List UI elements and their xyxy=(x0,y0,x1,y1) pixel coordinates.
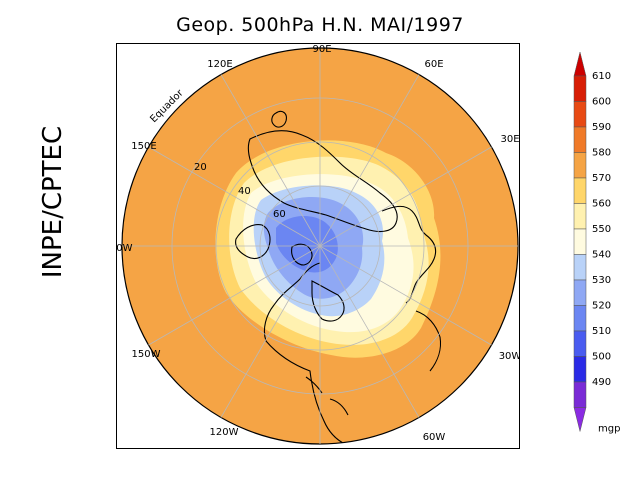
colorbar-tick-label: 530 xyxy=(592,275,611,286)
colorbar-tick-label: 520 xyxy=(592,301,611,312)
coast-asia xyxy=(247,130,398,233)
coast-caribbean xyxy=(305,376,349,416)
longitude-label: 90E xyxy=(312,44,331,55)
colorbar-segment xyxy=(573,126,587,153)
band-520 xyxy=(276,216,338,273)
colorbar-tick-label: 590 xyxy=(592,122,611,133)
latitude-label: 20 xyxy=(194,162,207,173)
meridian-line xyxy=(220,245,321,418)
latitude-label: 40 xyxy=(238,186,251,197)
colorbar-segment xyxy=(573,279,587,306)
longitude-label: 180W xyxy=(116,243,133,254)
colorbar-tick-label: 580 xyxy=(592,148,611,159)
colorbar-unit: mgp xyxy=(598,424,620,435)
longitude-label: 30W xyxy=(499,351,520,362)
colorbar-segment xyxy=(573,101,587,128)
coast-alaska xyxy=(235,224,271,260)
institution-label: INPE/CPTEC xyxy=(23,112,73,292)
longitude-label: 120E xyxy=(207,59,232,70)
map-frame xyxy=(116,43,520,449)
longitude-label: 60W xyxy=(423,432,446,443)
coast-japan xyxy=(271,110,287,128)
colorbar-segment xyxy=(573,152,587,179)
colorbar-arrow-low xyxy=(573,407,587,432)
colorbar-segment xyxy=(573,356,587,383)
colorbar-tick-label: 600 xyxy=(592,97,611,108)
meridian-line xyxy=(220,74,321,247)
meridian-line xyxy=(319,74,420,247)
institution-label-text: INPE/CPTEC xyxy=(38,126,68,278)
height-field xyxy=(122,48,518,444)
colorbar-segment xyxy=(573,75,587,102)
colorbar-tick-label: 490 xyxy=(592,377,611,388)
colorbar-tick-label: 510 xyxy=(592,326,611,337)
colorbar-tick-label: 570 xyxy=(592,173,611,184)
colorbar-segment xyxy=(573,228,587,255)
colorbar-segment xyxy=(573,203,587,230)
colorbar-segment xyxy=(573,254,587,281)
colorbar-segment xyxy=(573,381,587,408)
colorbar: 610 600 590 580 570 560 550 540 530 520 510 500 490 m… xyxy=(573,51,620,435)
coast-africa xyxy=(415,310,442,372)
longitude-label: 150W xyxy=(132,349,161,360)
coastlines xyxy=(235,110,442,444)
colorbar-tick-label: 550 xyxy=(592,224,611,235)
colorbar-segment xyxy=(573,177,587,204)
latitude-label: 60 xyxy=(273,209,286,220)
coast-europe xyxy=(381,205,437,304)
longitude-label: 60E xyxy=(424,59,443,70)
colorbar-tick-label: 540 xyxy=(592,250,611,261)
graticule xyxy=(121,47,519,445)
colorbar-segment xyxy=(573,330,587,357)
colorbar-tick-label: 610 xyxy=(592,71,611,82)
coast-greenland xyxy=(311,280,345,322)
meridian-line xyxy=(148,245,321,346)
map-title: Geop. 500hPa H.N. MAI/1997 xyxy=(176,14,464,36)
longitude-label: 150E xyxy=(131,141,156,152)
meridian-line xyxy=(319,146,492,247)
polar-map: 90E60E30E030W60W90W120W150W180W150E120E2… xyxy=(116,44,520,445)
colorbar-arrow-high xyxy=(573,51,587,77)
meridian-line xyxy=(319,245,492,346)
meridian-line xyxy=(148,146,321,247)
meridian-line xyxy=(319,245,420,418)
colorbar-segment xyxy=(573,305,587,332)
coast-arctic-islands xyxy=(291,243,313,266)
coast-north-america xyxy=(263,262,353,444)
colorbar-tick-label: 560 xyxy=(592,199,611,210)
colorbar-tick-label: 500 xyxy=(592,352,611,363)
longitude-label: 30E xyxy=(500,134,519,145)
longitude-label: 120W xyxy=(210,427,239,438)
